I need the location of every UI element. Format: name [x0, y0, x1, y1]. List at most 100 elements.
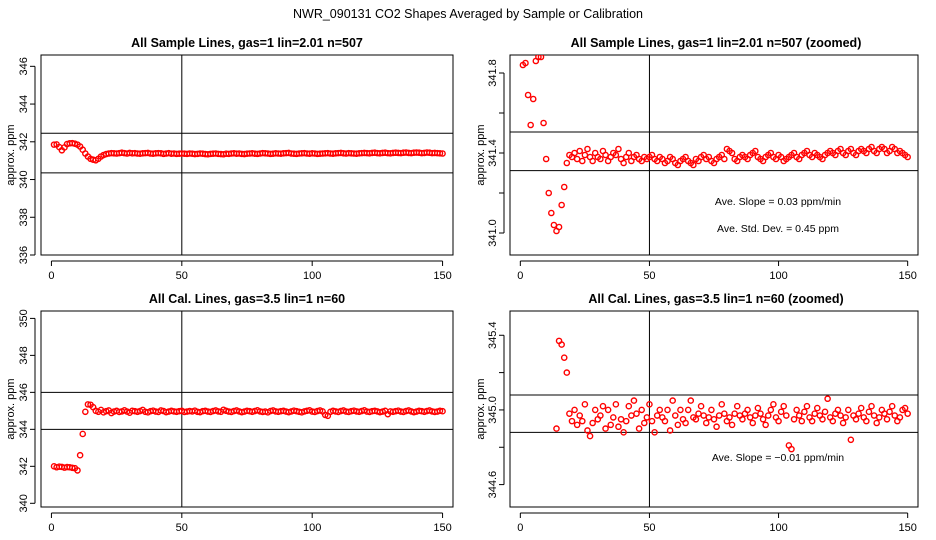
- data-point: [527, 121, 534, 129]
- data-point: [739, 415, 746, 423]
- data-point: [811, 410, 819, 417]
- data-point: [82, 408, 89, 416]
- data-point: [550, 221, 558, 229]
- y-tick-label: 344: [18, 420, 30, 438]
- data-point: [757, 410, 764, 417]
- y-tick-label: 341.0: [487, 219, 499, 247]
- data-point: [690, 161, 697, 169]
- x-axis: 0 50 100 150: [48, 512, 452, 534]
- data-point: [599, 402, 607, 410]
- panel-title: All Sample Lines, gas=1 lin=2.01 n=507: [131, 36, 363, 50]
- data-point: [684, 406, 692, 414]
- data-point: [68, 464, 76, 472]
- data-point: [746, 414, 754, 421]
- data-point: [436, 150, 444, 157]
- data-point: [50, 141, 58, 148]
- data-point: [733, 402, 741, 410]
- data-point: [576, 147, 584, 155]
- x-tick-label: 100: [769, 270, 787, 282]
- data-point: [522, 59, 529, 67]
- data-point: [759, 415, 767, 423]
- data-point: [780, 402, 788, 410]
- y-axis: 344.6 345.0 345.4: [487, 322, 505, 498]
- data-point: [615, 423, 622, 431]
- data-point: [436, 407, 444, 415]
- data-point: [886, 408, 893, 416]
- data-point: [721, 155, 728, 163]
- data-point: [656, 406, 664, 414]
- data-point: [653, 412, 661, 419]
- data-point: [643, 414, 651, 421]
- y-tick-label: 345.0: [487, 396, 499, 424]
- data-point: [602, 425, 609, 432]
- y-tick-label: 346: [18, 383, 30, 401]
- data-point: [695, 410, 702, 417]
- data-point: [638, 406, 645, 414]
- chart-panel-3: All Cal. Lines, gas=3.5 lin=1 n=60 0 50 100…: [5, 292, 454, 534]
- data-point: [829, 417, 837, 425]
- data-point: [783, 412, 790, 419]
- data-point: [873, 419, 880, 427]
- data-point: [795, 412, 803, 419]
- y-tick-label: 336: [18, 246, 30, 264]
- y-tick-label: 340: [18, 170, 30, 188]
- data-point: [597, 412, 604, 419]
- data-point: [635, 425, 643, 432]
- data-point: [617, 415, 625, 423]
- data-point: [553, 425, 560, 432]
- data-point: [762, 421, 769, 429]
- data-point: [752, 147, 759, 155]
- data-point: [555, 223, 563, 231]
- plot-frame: [40, 310, 454, 508]
- data-point: [589, 419, 596, 427]
- y-tick-label: 348: [18, 346, 30, 364]
- x-tick-label: 0: [48, 270, 54, 282]
- data-point: [904, 153, 911, 161]
- data-point: [560, 183, 568, 191]
- chart-panel-2: All Sample Lines, gas=1 lin=2.01 n=507 (…: [475, 36, 919, 282]
- data-point: [682, 419, 689, 427]
- data-point: [888, 402, 896, 410]
- data-point: [524, 91, 532, 99]
- data-point: [839, 419, 847, 427]
- data-point: [535, 55, 542, 61]
- data-point: [793, 406, 800, 414]
- data-point: [700, 412, 707, 419]
- x-tick-label: 150: [898, 522, 916, 534]
- data-point: [586, 432, 594, 440]
- data-point: [604, 406, 612, 414]
- y-axis-label: approx. ppm: [475, 124, 487, 185]
- chart-panel-1: All Sample Lines, gas=1 lin=2.01 n=507 0 5…: [5, 36, 454, 282]
- data-point: [612, 151, 620, 159]
- data-point: [713, 423, 720, 431]
- y-tick-label: 344: [18, 95, 30, 113]
- data-point: [891, 412, 899, 419]
- data-point: [715, 412, 723, 419]
- data-point: [803, 402, 811, 410]
- data-point: [607, 421, 615, 429]
- data-point: [573, 421, 581, 429]
- data-point: [744, 406, 751, 414]
- data-point: [754, 404, 762, 412]
- x-axis: 0 50 100 150: [517, 260, 917, 282]
- data-point: [777, 408, 785, 416]
- y-tick-label: 346: [18, 57, 30, 75]
- data-point: [901, 404, 909, 412]
- data-point: [628, 412, 635, 419]
- x-tick-label: 150: [898, 270, 916, 282]
- data-point: [728, 421, 736, 429]
- data-point: [664, 406, 671, 414]
- y-axis: 341.0 341.4 341.8: [487, 59, 505, 247]
- data-point: [819, 415, 826, 423]
- data-point: [560, 354, 568, 361]
- data-point: [620, 429, 627, 436]
- data-point: [824, 395, 831, 403]
- data-point: [439, 407, 446, 415]
- x-tick-label: 50: [176, 270, 188, 282]
- annotation: Ave. Std. Dev. = 0.45 ppm: [717, 223, 839, 235]
- plot-frame: [40, 54, 454, 256]
- x-axis: 0 50 100 150: [48, 260, 452, 282]
- data-point: [718, 401, 726, 408]
- data-point: [563, 369, 571, 376]
- x-tick-label: 100: [769, 522, 787, 534]
